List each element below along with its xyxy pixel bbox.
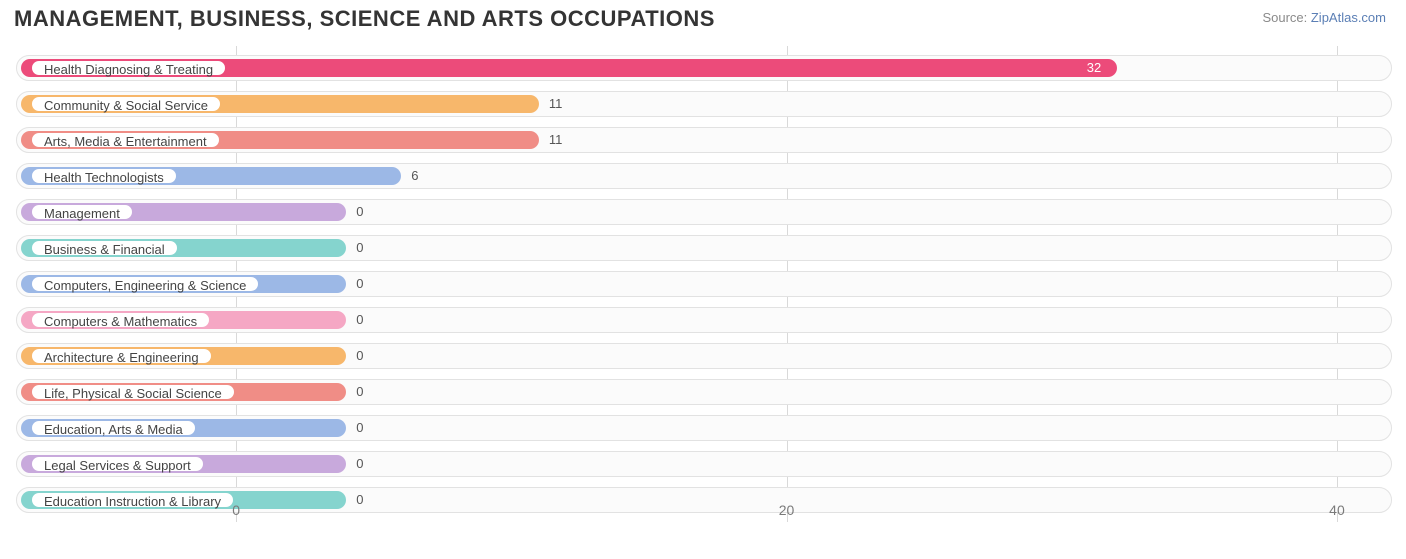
x-tick-label: 0: [232, 502, 240, 518]
bar-row: Arts, Media & Entertainment 11: [16, 124, 1392, 160]
plot-region: Health Diagnosing & Treating 32 Community …: [16, 46, 1392, 522]
x-axis: 0 20 40: [16, 502, 1392, 522]
bar-value-label: 0: [356, 455, 363, 473]
bars-container: Health Diagnosing & Treating 32 Community …: [16, 52, 1392, 520]
chart-area: Health Diagnosing & Treating 32 Community …: [16, 38, 1394, 538]
bar-label-pill: Health Diagnosing & Treating: [30, 59, 227, 77]
bar-row: Health Technologists 6: [16, 160, 1392, 196]
bar-label-pill: Computers & Mathematics: [30, 311, 211, 329]
bar-label-pill: Legal Services & Support: [30, 455, 205, 473]
chart-title: MANAGEMENT, BUSINESS, SCIENCE AND ARTS O…: [14, 6, 715, 32]
source-attribution: Source: ZipAtlas.com: [1262, 10, 1386, 25]
bar-value-label: 0: [356, 203, 363, 221]
bar-value-label: 0: [356, 383, 363, 401]
bar-row: Education, Arts & Media 0: [16, 412, 1392, 448]
bar-value-label: 0: [356, 347, 363, 365]
bar-row: Health Diagnosing & Treating 32: [16, 52, 1392, 88]
x-tick-label: 20: [779, 502, 795, 518]
bar-label-pill: Health Technologists: [30, 167, 178, 185]
bar-value-label: 11: [549, 95, 563, 113]
chart-header: MANAGEMENT, BUSINESS, SCIENCE AND ARTS O…: [0, 0, 1406, 32]
bar-label-pill: Architecture & Engineering: [30, 347, 213, 365]
bar-label-pill: Management: [30, 203, 134, 221]
bar-value-label: 6: [411, 167, 418, 185]
bar-row: Community & Social Service 11: [16, 88, 1392, 124]
bar-label-pill: Arts, Media & Entertainment: [30, 131, 221, 149]
bar-value-label: 0: [356, 239, 363, 257]
bar-label-pill: Business & Financial: [30, 239, 179, 257]
bar-label-pill: Life, Physical & Social Science: [30, 383, 236, 401]
bar-row: Computers, Engineering & Science 0: [16, 268, 1392, 304]
bar-value-label: 0: [356, 275, 363, 293]
bar-row: Life, Physical & Social Science 0: [16, 376, 1392, 412]
bar-label-pill: Education, Arts & Media: [30, 419, 197, 437]
bar-row: Legal Services & Support 0: [16, 448, 1392, 484]
bar-row: Management 0: [16, 196, 1392, 232]
bar-row: Architecture & Engineering 0: [16, 340, 1392, 376]
bar-label-pill: Computers, Engineering & Science: [30, 275, 260, 293]
bar-label-pill: Community & Social Service: [30, 95, 222, 113]
source-link[interactable]: ZipAtlas.com: [1311, 10, 1386, 25]
x-tick-label: 40: [1329, 502, 1345, 518]
bar-value-label: 0: [356, 419, 363, 437]
source-prefix: Source:: [1262, 10, 1310, 25]
bar-value-label: 0: [356, 311, 363, 329]
bar-value-label: 32: [1087, 59, 1101, 77]
bar-value-label: 11: [549, 131, 563, 149]
bar-row: Computers & Mathematics 0: [16, 304, 1392, 340]
bar-row: Business & Financial 0: [16, 232, 1392, 268]
